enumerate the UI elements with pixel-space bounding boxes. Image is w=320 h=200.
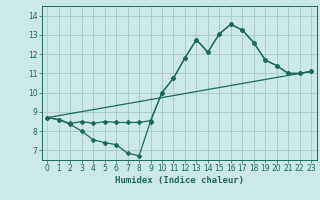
X-axis label: Humidex (Indice chaleur): Humidex (Indice chaleur) <box>115 176 244 185</box>
